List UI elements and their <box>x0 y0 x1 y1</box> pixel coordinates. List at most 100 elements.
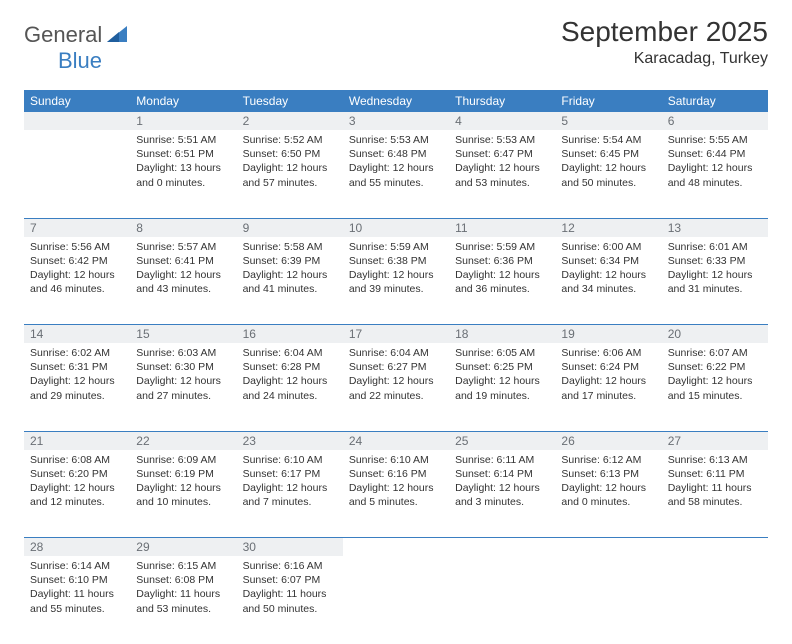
sunset-line: Sunset: 6:42 PM <box>30 254 124 268</box>
day-cell-body: Sunrise: 5:57 AMSunset: 6:41 PMDaylight:… <box>130 237 236 303</box>
day-number-cell: 28 <box>24 538 130 557</box>
day-cell-body: Sunrise: 6:04 AMSunset: 6:27 PMDaylight:… <box>343 343 449 409</box>
daylight-line: Daylight: 11 hours and 55 minutes. <box>30 587 124 615</box>
day-cell: Sunrise: 5:52 AMSunset: 6:50 PMDaylight:… <box>237 130 343 218</box>
sunset-line: Sunset: 6:38 PM <box>349 254 443 268</box>
daylight-line: Daylight: 12 hours and 12 minutes. <box>30 481 124 509</box>
sunrise-line: Sunrise: 5:53 AM <box>455 133 549 147</box>
daynum-row: 21222324252627 <box>24 431 768 450</box>
day-number-cell: 6 <box>662 112 768 130</box>
sunset-line: Sunset: 6:34 PM <box>561 254 655 268</box>
day-number-cell: 20 <box>662 325 768 344</box>
day-cell-body: Sunrise: 5:59 AMSunset: 6:38 PMDaylight:… <box>343 237 449 303</box>
day-cell <box>555 556 661 644</box>
day-cell-body: Sunrise: 5:56 AMSunset: 6:42 PMDaylight:… <box>24 237 130 303</box>
daylight-line: Daylight: 12 hours and 41 minutes. <box>243 268 337 296</box>
daylight-line: Daylight: 12 hours and 57 minutes. <box>243 161 337 189</box>
sunrise-line: Sunrise: 6:06 AM <box>561 346 655 360</box>
day-number-cell: 18 <box>449 325 555 344</box>
daylight-line: Daylight: 11 hours and 58 minutes. <box>668 481 762 509</box>
day-cell: Sunrise: 6:15 AMSunset: 6:08 PMDaylight:… <box>130 556 236 644</box>
sunrise-line: Sunrise: 6:10 AM <box>243 453 337 467</box>
day-cell-body: Sunrise: 5:52 AMSunset: 6:50 PMDaylight:… <box>237 130 343 196</box>
sunset-line: Sunset: 6:11 PM <box>668 467 762 481</box>
sunrise-line: Sunrise: 5:51 AM <box>136 133 230 147</box>
daylight-line: Daylight: 12 hours and 17 minutes. <box>561 374 655 402</box>
day-cell: Sunrise: 6:12 AMSunset: 6:13 PMDaylight:… <box>555 450 661 538</box>
sunrise-line: Sunrise: 6:10 AM <box>349 453 443 467</box>
day-number-cell: 23 <box>237 431 343 450</box>
logo: General <box>24 16 135 48</box>
day-cell: Sunrise: 5:59 AMSunset: 6:36 PMDaylight:… <box>449 237 555 325</box>
daylight-line: Daylight: 12 hours and 19 minutes. <box>455 374 549 402</box>
day-cell-body: Sunrise: 5:53 AMSunset: 6:48 PMDaylight:… <box>343 130 449 196</box>
sunset-line: Sunset: 6:47 PM <box>455 147 549 161</box>
day-cell-body: Sunrise: 6:03 AMSunset: 6:30 PMDaylight:… <box>130 343 236 409</box>
day-cell: Sunrise: 5:53 AMSunset: 6:48 PMDaylight:… <box>343 130 449 218</box>
daylight-line: Daylight: 12 hours and 55 minutes. <box>349 161 443 189</box>
day-cell: Sunrise: 6:06 AMSunset: 6:24 PMDaylight:… <box>555 343 661 431</box>
daylight-line: Daylight: 12 hours and 36 minutes. <box>455 268 549 296</box>
daynum-row: 123456 <box>24 112 768 130</box>
daylight-line: Daylight: 12 hours and 53 minutes. <box>455 161 549 189</box>
daylight-line: Daylight: 12 hours and 34 minutes. <box>561 268 655 296</box>
sunrise-line: Sunrise: 5:57 AM <box>136 240 230 254</box>
sunrise-line: Sunrise: 6:07 AM <box>668 346 762 360</box>
daylight-line: Daylight: 12 hours and 15 minutes. <box>668 374 762 402</box>
day-cell-body: Sunrise: 6:07 AMSunset: 6:22 PMDaylight:… <box>662 343 768 409</box>
sunrise-line: Sunrise: 6:00 AM <box>561 240 655 254</box>
title-block: September 2025 Karacadag, Turkey <box>561 16 768 68</box>
daylight-line: Daylight: 11 hours and 53 minutes. <box>136 587 230 615</box>
daynum-row: 14151617181920 <box>24 325 768 344</box>
day-number-cell: 14 <box>24 325 130 344</box>
day-number-cell: 15 <box>130 325 236 344</box>
day-cell: Sunrise: 6:09 AMSunset: 6:19 PMDaylight:… <box>130 450 236 538</box>
daynum-row: 282930 <box>24 538 768 557</box>
day-number-cell: 21 <box>24 431 130 450</box>
sunrise-line: Sunrise: 6:13 AM <box>668 453 762 467</box>
day-cell: Sunrise: 5:51 AMSunset: 6:51 PMDaylight:… <box>130 130 236 218</box>
daylight-line: Daylight: 12 hours and 5 minutes. <box>349 481 443 509</box>
sunrise-line: Sunrise: 6:08 AM <box>30 453 124 467</box>
sunset-line: Sunset: 6:31 PM <box>30 360 124 374</box>
day-number-cell <box>449 538 555 557</box>
sunrise-line: Sunrise: 6:14 AM <box>30 559 124 573</box>
day-cell: Sunrise: 6:07 AMSunset: 6:22 PMDaylight:… <box>662 343 768 431</box>
week-row: Sunrise: 6:08 AMSunset: 6:20 PMDaylight:… <box>24 450 768 538</box>
day-cell: Sunrise: 6:10 AMSunset: 6:17 PMDaylight:… <box>237 450 343 538</box>
daylight-line: Daylight: 12 hours and 3 minutes. <box>455 481 549 509</box>
weekday-friday: Friday <box>555 90 661 112</box>
sunset-line: Sunset: 6:07 PM <box>243 573 337 587</box>
day-number-cell <box>555 538 661 557</box>
day-number-cell: 17 <box>343 325 449 344</box>
day-cell: Sunrise: 5:54 AMSunset: 6:45 PMDaylight:… <box>555 130 661 218</box>
day-cell-body: Sunrise: 6:02 AMSunset: 6:31 PMDaylight:… <box>24 343 130 409</box>
sunset-line: Sunset: 6:10 PM <box>30 573 124 587</box>
sunset-line: Sunset: 6:27 PM <box>349 360 443 374</box>
sunrise-line: Sunrise: 5:52 AM <box>243 133 337 147</box>
day-cell-body: Sunrise: 6:00 AMSunset: 6:34 PMDaylight:… <box>555 237 661 303</box>
day-number-cell: 26 <box>555 431 661 450</box>
sunrise-line: Sunrise: 6:02 AM <box>30 346 124 360</box>
day-cell: Sunrise: 6:04 AMSunset: 6:27 PMDaylight:… <box>343 343 449 431</box>
daylight-line: Daylight: 12 hours and 31 minutes. <box>668 268 762 296</box>
day-number-cell: 27 <box>662 431 768 450</box>
day-cell-body: Sunrise: 6:04 AMSunset: 6:28 PMDaylight:… <box>237 343 343 409</box>
day-cell: Sunrise: 6:11 AMSunset: 6:14 PMDaylight:… <box>449 450 555 538</box>
calendar-table: Sunday Monday Tuesday Wednesday Thursday… <box>24 90 768 644</box>
location-label: Karacadag, Turkey <box>561 50 768 68</box>
daylight-line: Daylight: 12 hours and 43 minutes. <box>136 268 230 296</box>
sunset-line: Sunset: 6:17 PM <box>243 467 337 481</box>
day-cell: Sunrise: 5:55 AMSunset: 6:44 PMDaylight:… <box>662 130 768 218</box>
sunrise-line: Sunrise: 6:04 AM <box>243 346 337 360</box>
sunset-line: Sunset: 6:19 PM <box>136 467 230 481</box>
logo-text-blue: Blue <box>58 48 102 73</box>
daylight-line: Daylight: 13 hours and 0 minutes. <box>136 161 230 189</box>
day-cell: Sunrise: 6:10 AMSunset: 6:16 PMDaylight:… <box>343 450 449 538</box>
sunset-line: Sunset: 6:14 PM <box>455 467 549 481</box>
day-cell-body: Sunrise: 5:55 AMSunset: 6:44 PMDaylight:… <box>662 130 768 196</box>
weekday-wednesday: Wednesday <box>343 90 449 112</box>
sunset-line: Sunset: 6:50 PM <box>243 147 337 161</box>
sunrise-line: Sunrise: 6:09 AM <box>136 453 230 467</box>
day-cell-body: Sunrise: 6:06 AMSunset: 6:24 PMDaylight:… <box>555 343 661 409</box>
